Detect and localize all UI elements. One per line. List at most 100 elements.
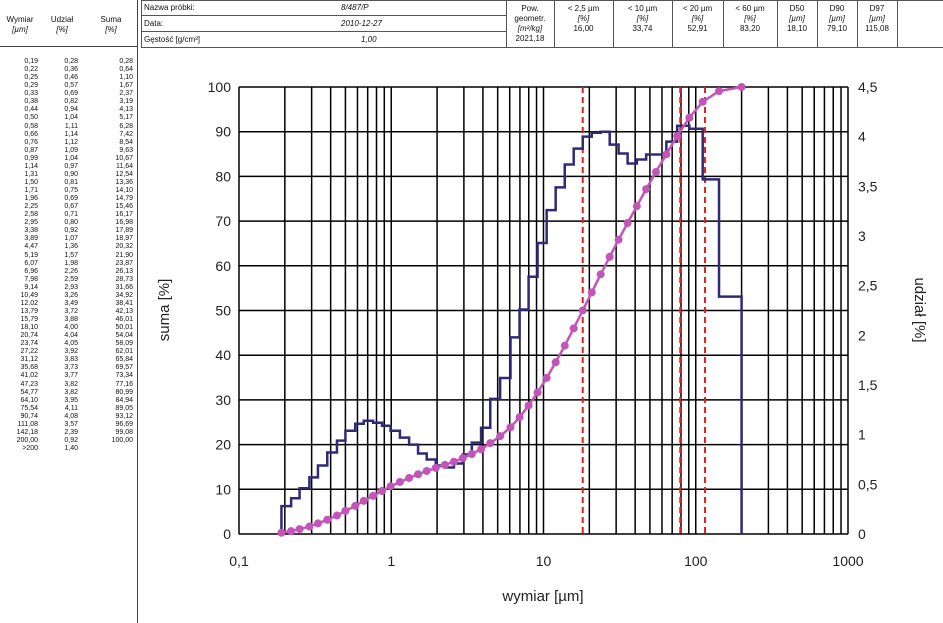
cumulative-point <box>737 83 746 91</box>
cell-udzial: 0,82 <box>64 98 78 106</box>
cell-wymiar: 6,96 <box>24 267 38 275</box>
cell-suma: 50,01 <box>115 324 133 332</box>
cumulative-point <box>605 252 614 261</box>
cell-udzial: 1,98 <box>64 259 78 267</box>
cell-suma: 14,10 <box>115 187 133 194</box>
cell-wymiar: 0,66 <box>24 130 38 138</box>
cumulative-point <box>486 439 495 448</box>
cell-udzial: 1,09 <box>64 146 78 154</box>
y-axis-right-label: udział [%] <box>911 277 928 342</box>
header-unit: [%] <box>56 25 68 34</box>
param-label: Pow. geometr. <box>514 4 546 23</box>
param-label: < 60 µm <box>735 4 765 13</box>
cell-udzial: 1,12 <box>64 138 78 146</box>
cell-suma: 6,28 <box>119 122 133 130</box>
cell-udzial: 4,04 <box>64 332 78 340</box>
cumulative-point <box>458 454 467 463</box>
cell-suma: 0,64 <box>119 66 133 74</box>
param-cell: < 60 µm [%] 83,20 <box>723 4 777 34</box>
cell-suma: 8,54 <box>119 138 133 146</box>
cell-suma: 99,08 <box>115 428 133 436</box>
cell-wymiar: 0,25 <box>24 74 38 82</box>
table-row: 18,10 4,00 50,01 <box>0 324 137 332</box>
y-left-tick-label: 50 <box>215 303 231 319</box>
table-row: 0,38 0,82 3,19 <box>0 98 137 106</box>
cell-suma: 28,73 <box>115 275 133 283</box>
cumulative-point <box>632 202 641 211</box>
cell-suma: 42,13 <box>115 307 133 315</box>
y-right-tick-label: 0 <box>858 526 866 542</box>
y-right-tick-label: 3 <box>858 228 866 244</box>
param-cell: < 20 µm [%] 52,91 <box>672 4 723 34</box>
cell-wymiar: 6,07 <box>24 259 38 267</box>
table-row: 6,96 2,26 26,13 <box>0 268 137 276</box>
cell-wymiar: 0,29 <box>24 82 38 90</box>
table-row: 15,79 3,88 46,01 <box>0 316 137 324</box>
header-label: Wymiar <box>6 15 34 24</box>
cumulative-point <box>422 466 431 475</box>
table-row: 1,96 0,69 14,79 <box>0 195 137 203</box>
table-row: 3,89 1,07 18,97 <box>0 235 137 243</box>
param-cell: < 2,5 µm [%] 16,00 <box>554 4 613 34</box>
y-right-tick-label: 3,5 <box>858 178 878 194</box>
table-row: 20,74 4,04 54,04 <box>0 332 137 340</box>
cell-suma: 23,87 <box>115 259 133 267</box>
cell-udzial: 0,90 <box>64 170 78 178</box>
table-row: 3,38 0,92 17,89 <box>0 227 137 235</box>
cell-udzial: 0,97 <box>64 162 78 170</box>
param-cell: D50 [µm] 18,10 <box>777 4 817 34</box>
cumulative-point <box>542 373 551 382</box>
x-tick-label: 1000 <box>832 553 863 569</box>
table-row: 47,23 3,82 77,16 <box>0 381 137 389</box>
table-row: 1,50 0,81 13,36 <box>0 179 137 187</box>
cell-suma: 54,04 <box>115 332 133 340</box>
table-row: 90,74 4,08 93,12 <box>0 413 137 421</box>
cell-wymiar: 15,79 <box>20 316 38 323</box>
param-cell: < 10 µm [%] 33,74 <box>613 4 672 34</box>
cumulative-point <box>295 525 304 534</box>
cell-suma: 11,64 <box>116 162 133 170</box>
param-label: D97 <box>869 4 885 13</box>
cell-udzial: 0,94 <box>64 106 78 114</box>
cell-udzial: 0,81 <box>64 178 78 186</box>
param-value: 16,00 <box>573 24 594 33</box>
cumulative-point <box>587 288 596 297</box>
cumulative-point <box>569 324 578 333</box>
sample-date-label: Data: <box>144 19 164 28</box>
table-row: 142,18 2,39 99,08 <box>0 429 137 437</box>
cumulative-point <box>369 491 378 500</box>
cell-wymiar: 3,38 <box>24 227 38 235</box>
cell-suma: 31,66 <box>115 283 133 291</box>
cell-suma: 62,01 <box>115 348 133 356</box>
cumulative-point <box>351 501 360 510</box>
distribution-series <box>280 124 743 534</box>
table-row: 0,66 1,14 7,42 <box>0 131 137 139</box>
cell-wymiar: 12,02 <box>20 299 38 307</box>
y-left-tick-label: 30 <box>215 392 231 408</box>
size-table-header: Wymiar [µm] Udział [%] Suma [%] <box>0 0 137 47</box>
cell-udzial: 3,92 <box>64 348 78 356</box>
cumulative-point <box>332 511 341 520</box>
param-label: < 10 µm <box>627 4 658 13</box>
cell-suma: 2,37 <box>119 90 133 98</box>
table-row: 13,79 3,72 42,13 <box>0 308 137 316</box>
y-left-tick-label: 20 <box>215 437 231 453</box>
cell-udzial: 3,26 <box>64 291 78 299</box>
x-tick-label: 0,1 <box>229 553 249 569</box>
param-value: 83,20 <box>739 24 761 33</box>
cumulative-point <box>440 460 449 469</box>
table-row: 75,54 4,11 89,05 <box>0 405 137 413</box>
cell-wymiar: 0,19 <box>24 58 38 65</box>
cell-wymiar: 35,68 <box>20 364 38 372</box>
cell-suma: 10,67 <box>115 154 133 162</box>
cell-wymiar: 9,14 <box>24 283 38 291</box>
cell-udzial: 2,59 <box>64 275 78 283</box>
cell-udzial: 0,36 <box>64 66 78 74</box>
y-right-tick-label: 0,5 <box>858 476 878 492</box>
cumulative-point <box>560 341 569 350</box>
cell-wymiar: 90,74 <box>20 412 38 420</box>
cumulative-point <box>359 496 368 505</box>
x-axis-label: wymiar [µm] <box>501 588 583 605</box>
table-row: 0,58 1,11 6,28 <box>0 123 137 131</box>
table-row: 5,19 1,57 21,90 <box>0 252 137 260</box>
